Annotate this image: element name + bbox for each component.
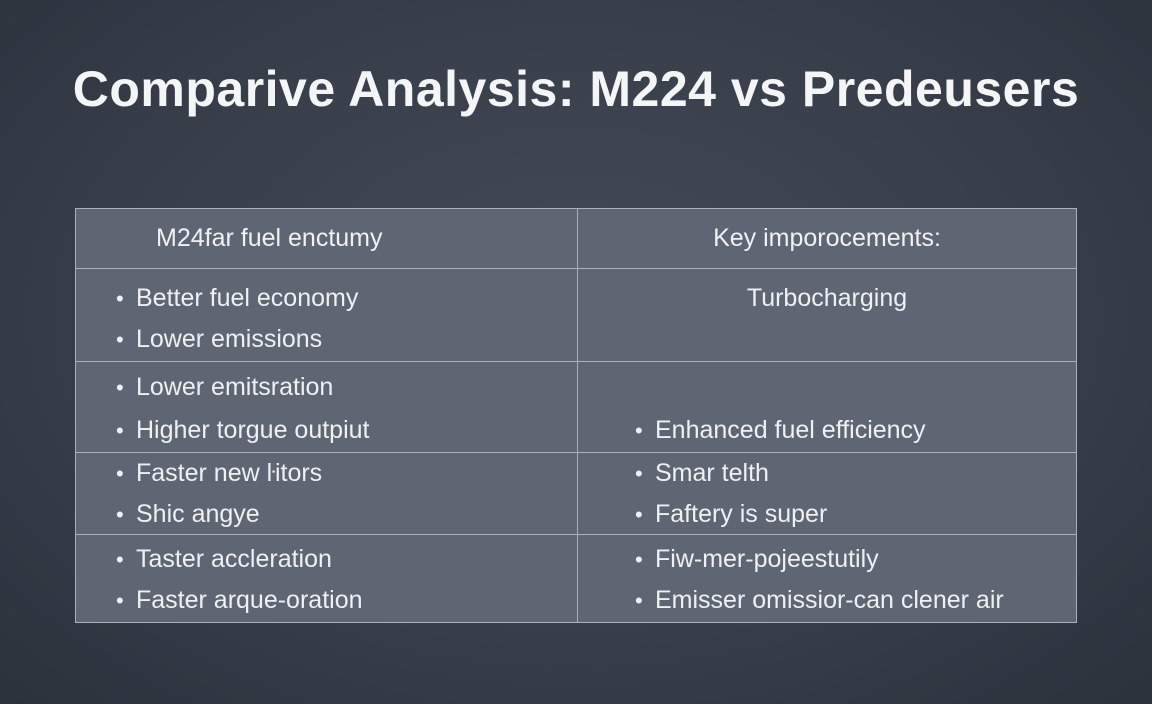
- list-item-text: Faster arque-oration: [136, 586, 363, 614]
- list-item: • Smar telth: [635, 458, 769, 489]
- table-cell-right: • Fiw-mer-pojeestutily • Emisser omissior-…: [578, 535, 1076, 622]
- table-cell-left: • Taster accleration • Faster arque-oratio…: [76, 535, 578, 622]
- list-item: • Lower emitsration: [116, 372, 333, 403]
- list-item: • Shic angye: [116, 499, 260, 530]
- bullet: •: [116, 375, 124, 400]
- comparison-table: M24far fuel enctumy Key imporocements: •…: [75, 208, 1077, 623]
- list-item-text: Lower emitsration: [136, 373, 334, 401]
- bullet: •: [635, 418, 643, 443]
- bullet: •: [116, 418, 124, 443]
- bullet: •: [635, 588, 643, 613]
- bullet: •: [116, 588, 124, 613]
- table-cell-right: Turbocharging: [578, 269, 1076, 361]
- list-item-text: Better fuel economy: [136, 284, 359, 312]
- list-item: • Faster arque-oration: [116, 585, 363, 616]
- list-item: • Lower emissions: [116, 324, 322, 355]
- list-item: • Faster new ŀitors: [116, 458, 322, 489]
- bullet: •: [635, 461, 643, 486]
- header-cell-left: M24far fuel enctumy: [76, 209, 578, 268]
- list-item: • Faftery is super: [635, 499, 827, 530]
- table-header-row: M24far fuel enctumy Key imporocements:: [76, 209, 1076, 268]
- table-row: • Faster new ŀitors • Shic angye • Smar tel…: [76, 452, 1076, 534]
- table-row: • Taster accleration • Faster arque-oratio…: [76, 534, 1076, 622]
- bullet: •: [116, 502, 124, 527]
- list-item: • Emisser omissior-can clener air: [635, 585, 1004, 616]
- table-cell-left: • Faster new ŀitors • Shic angye: [76, 453, 578, 534]
- bullet: •: [635, 547, 643, 572]
- list-item-text: Fiw-mer-pojeestutily: [655, 545, 879, 573]
- list-item: • Enhanced fuel efficiency: [635, 415, 926, 446]
- list-item-text: Taster accleration: [136, 545, 332, 573]
- table-row: • Better fuel economy • Lower emissions Tu…: [76, 268, 1076, 361]
- table-cell-left: • Lower emitsration • Higher torgue outpiu…: [76, 362, 578, 452]
- table-cell-right: • Enhanced fuel efficiency: [578, 362, 1076, 452]
- list-item-text: Smar telth: [655, 459, 769, 487]
- page-title: Comparive Analysis: M224 vs Predeusers: [72, 61, 1080, 117]
- list-item-text: Faster new ŀitors: [136, 459, 323, 487]
- list-item: • Fiw-mer-pojeestutily: [635, 544, 879, 575]
- bullet: •: [635, 502, 643, 527]
- list-item-text: Faftery is super: [655, 500, 828, 528]
- list-item: • Higher torgue outpiut: [116, 415, 369, 446]
- list-item-text: Higher torgue outpiut: [136, 416, 370, 444]
- list-item-text: Enhanced fuel efficiency: [655, 416, 926, 444]
- bullet: •: [116, 286, 124, 311]
- list-item-text: Emisser omissior-can clener air: [655, 586, 1004, 614]
- list-item: • Taster accleration: [116, 544, 332, 575]
- table-cell-right: • Smar telth • Faftery is super: [578, 453, 1076, 534]
- bullet: •: [116, 547, 124, 572]
- list-item: • Better fuel economy: [116, 283, 358, 314]
- table-cell-left: • Better fuel economy • Lower emissions: [76, 269, 578, 361]
- bullet: •: [116, 461, 124, 486]
- plain-item: Turbocharging: [746, 284, 908, 312]
- list-item-text: Shic angye: [136, 500, 260, 528]
- bullet: •: [116, 327, 124, 352]
- table-row: • Lower emitsration • Higher torgue outpiu…: [76, 361, 1076, 452]
- header-cell-right: Key imporocements:: [713, 224, 941, 252]
- list-item-text: Lower emissions: [136, 325, 323, 353]
